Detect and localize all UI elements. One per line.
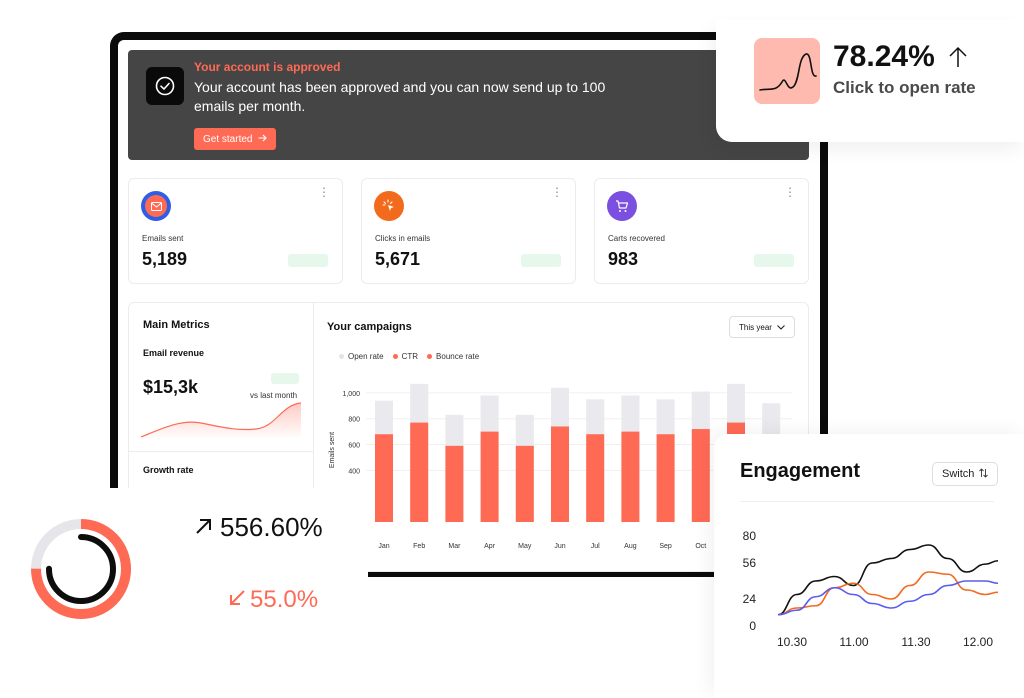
growth-down-value: 55.0% [228,586,318,614]
series-line [777,580,999,616]
stat-change-badge [288,254,328,267]
stat-change-badge [521,254,561,267]
switch-button[interactable]: Switch [932,462,999,486]
x-tick-label: Apr [484,543,496,550]
period-select-value: This year [739,322,772,332]
bar-ctr [551,426,569,522]
x-tick-label: Jan [378,543,389,550]
revenue-change-badge [271,373,299,384]
y-tick-label: 1,000 [342,391,360,398]
campaigns-legend: Open rate CTR Bounce rate [339,352,479,361]
stat-label: Clicks in emails [375,234,431,243]
series-line [777,544,999,616]
stat-label: Emails sent [142,234,184,243]
banner-title: Your account is approved [194,60,341,74]
bar-ctr [656,434,675,522]
stat-change-badge [754,254,794,267]
y-tick-label: 400 [348,468,360,475]
growth-rate-label: Growth rate [143,465,194,475]
stat-value: 5,189 [142,249,188,269]
x-tick-label: 11.30 [901,635,930,649]
panel-divider [313,303,314,571]
y-tick-label: 0 [749,619,756,633]
x-tick-label: Mar [448,543,461,550]
bar-ctr [586,434,605,522]
x-tick-label: Sep [659,543,672,550]
period-select[interactable]: This year [729,316,795,338]
more-options-icon[interactable]: ⋮ [318,185,330,199]
growth-up-value: 556.60% [194,512,323,543]
y-tick-label: 80 [743,529,757,543]
open-rate-value: 78.24% [833,40,935,73]
legend-item: Bounce rate [427,352,479,361]
engagement-card: Engagement Switch [714,434,1024,698]
email-revenue-value: $15,3k [143,377,199,397]
section-divider [129,451,313,452]
bar-ctr [410,422,429,522]
bar-ctr [480,431,499,522]
stat-value: 5,671 [375,249,421,269]
growth-card: 556.60% 55.0% [0,488,368,698]
legend-item: Open rate [339,352,384,361]
arrow-up-icon [948,46,968,73]
x-tick-label: Feb [413,543,425,550]
check-circle-icon [146,67,184,105]
x-tick-label: 11.00 [839,635,868,649]
arrow-down-left-icon [228,586,246,614]
bar-ctr [621,431,640,522]
approval-banner: Your account is approved Your account ha… [128,50,809,160]
y-tick-label: 800 [348,417,360,424]
x-tick-label: 10.30 [777,635,807,649]
banner-message: Your account has been approved and you c… [194,79,606,114]
stat-label: Carts recovered [608,234,665,243]
growth-down-text: 55.0% [250,586,319,613]
arrow-up-right-icon [194,512,214,543]
campaigns-title: Your campaigns [327,321,412,333]
bar-ctr [375,434,393,522]
open-rate-card[interactable]: 78.24% Click to open rate [716,20,1024,142]
x-tick-label: 12.00 [963,635,993,649]
arrow-right-icon [258,134,268,145]
email-revenue-label: Email revenue [143,348,205,358]
sort-arrows-icon [979,467,989,481]
x-tick-label: May [518,543,532,550]
bar-ctr [691,429,710,522]
stat-value: 983 [608,249,639,269]
open-rate-label: Click to open rate [833,78,976,97]
y-tick-label: 24 [743,592,757,606]
engagement-line-chart: 0 24 56 80 10.30 11.00 11.30 12.00 [743,529,999,649]
stat-card-carts[interactable]: ⋮ Carts recovered 983 [594,178,809,284]
stat-card-clicks[interactable]: ⋮ Clicks in emails 5,671 [361,178,576,284]
revenue-sparkline [141,402,302,439]
get-started-label: Get started [203,133,253,145]
cart-icon [607,191,637,221]
y-axis-label: Emails sent [329,432,336,468]
get-started-button[interactable]: Get started [194,128,277,150]
x-tick-label: Jun [554,543,565,550]
y-tick-label: 600 [348,443,360,450]
section-divider [740,501,994,502]
x-tick-label: Aug [624,543,637,550]
more-options-icon[interactable]: ⋮ [551,185,563,199]
vs-last-month-label: vs last month [250,391,298,400]
more-options-icon[interactable]: ⋮ [784,185,796,199]
bar-ctr [515,445,534,522]
x-tick-label: Jul [591,543,600,550]
series-line [777,571,999,616]
x-tick-label: Oct [695,543,706,550]
y-tick-label: 56 [743,556,757,570]
chevron-down-icon [777,323,785,332]
legend-item: CTR [392,352,418,361]
engagement-title: Engagement [740,460,861,482]
main-metrics-title: Main Metrics [143,319,210,331]
growth-up-text: 556.60% [220,512,323,542]
stat-card-emails-sent[interactable]: ⋮ Emails sent 5,189 [128,178,343,284]
cursor-click-icon [374,191,404,221]
frame-bottom-edge [366,571,716,577]
trend-line-icon [754,38,820,104]
growth-ring-gauge [31,519,131,619]
switch-label: Switch [942,468,975,480]
bar-ctr [445,445,464,522]
mail-icon [141,191,171,221]
